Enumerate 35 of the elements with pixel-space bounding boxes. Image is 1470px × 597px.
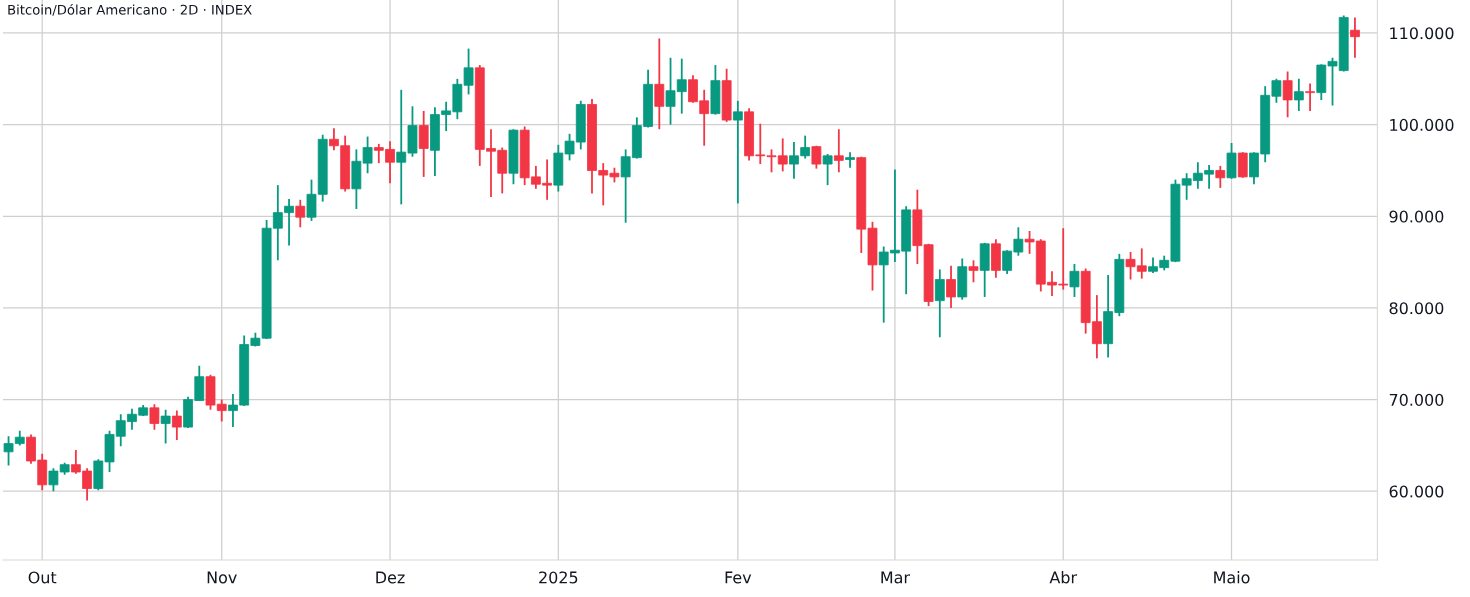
candlestick [160,408,171,445]
y-tick-label: 70.000 [1389,393,1444,406]
y-tick-label: 80.000 [1389,302,1444,315]
candlestick [968,259,979,284]
x-tick-label: Maio [1214,571,1250,584]
candlestick [1305,82,1315,112]
candlestick [295,198,306,229]
x-tick-label: Nov [207,571,237,584]
candlestick [946,264,956,309]
y-tick-label: 60.000 [1389,485,1444,498]
candlestick [1237,151,1248,179]
candlestick [149,403,160,431]
x-tick-label: Out [28,571,57,584]
chart-title: Bitcoin/Dólar Americano · 2D · INDEX [8,3,252,16]
candlestick [732,99,743,205]
y-tick-label: 100.000 [1390,118,1454,131]
x-tick-label: Fev [725,571,752,584]
candlestick [1282,70,1293,119]
y-tick-label: 110.000 [1390,27,1454,40]
candlestick [171,409,182,441]
candlestick [934,268,945,339]
x-tick-label: Mar [881,571,910,584]
x-tick-label: 2025 [539,571,578,584]
candlestick [418,109,429,178]
candlestick [833,128,844,174]
candlestick [1215,164,1226,189]
candlestick [1350,16,1360,59]
candlestick [845,151,855,169]
candlestick [654,37,665,131]
candlestick [822,153,833,187]
x-tick-label: Abr [1049,571,1078,584]
y-tick-label: 90.000 [1389,210,1444,223]
x-tick-label: Dez [376,571,405,584]
candlestick [1293,77,1304,112]
candlestick [1069,263,1080,298]
